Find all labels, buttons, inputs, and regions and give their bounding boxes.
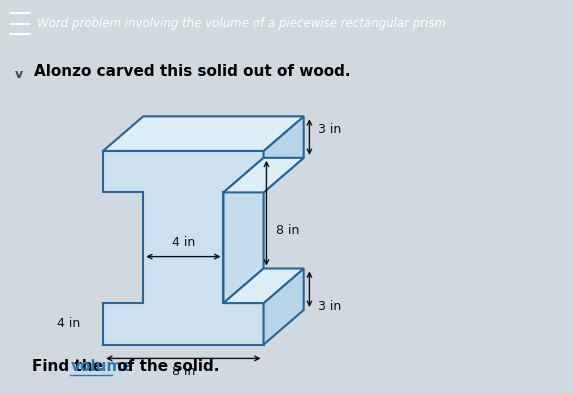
Text: Word problem involving the volume of a piecewise rectangular prism: Word problem involving the volume of a p… xyxy=(37,17,446,30)
Polygon shape xyxy=(223,158,304,193)
Text: 8 in: 8 in xyxy=(172,365,195,378)
Text: 3 in: 3 in xyxy=(318,300,342,313)
Text: Alonzo carved this solid out of wood.: Alonzo carved this solid out of wood. xyxy=(34,64,351,79)
Text: 4 in: 4 in xyxy=(172,236,195,249)
Polygon shape xyxy=(223,158,264,303)
Polygon shape xyxy=(264,268,304,345)
Text: Find the: Find the xyxy=(32,359,108,374)
Text: 8 in: 8 in xyxy=(276,224,300,237)
Text: v: v xyxy=(14,68,22,81)
Polygon shape xyxy=(103,151,264,345)
Text: 3 in: 3 in xyxy=(318,123,342,136)
Text: 4 in: 4 in xyxy=(57,317,80,331)
Text: of the solid.: of the solid. xyxy=(112,359,219,374)
Polygon shape xyxy=(223,268,304,303)
Polygon shape xyxy=(264,116,304,193)
Text: volume: volume xyxy=(70,359,133,374)
Polygon shape xyxy=(103,116,304,151)
